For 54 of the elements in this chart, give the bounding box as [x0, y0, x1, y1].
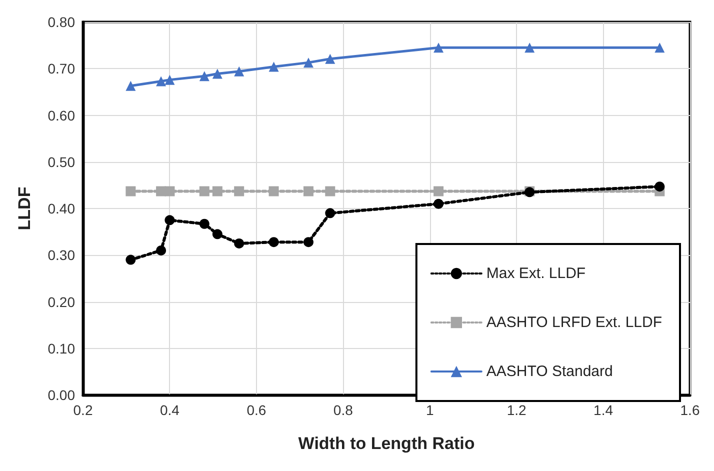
x-tick-label: 0.6: [246, 402, 266, 418]
x-tick-label: 1.6: [680, 402, 700, 418]
legend-label: AASHTO Standard: [486, 363, 613, 380]
point: [268, 62, 279, 72]
x-tick-label: 1.2: [506, 402, 527, 418]
x-tick-label: 1: [426, 402, 434, 418]
x-tick-label: 0.4: [160, 402, 180, 418]
point: [325, 186, 336, 196]
point: [126, 80, 136, 91]
point: [156, 245, 166, 256]
point: [303, 58, 314, 68]
x-tick-label: 1.4: [594, 402, 614, 418]
y-tick-label: 0.30: [48, 247, 76, 264]
y-tick-label: 0.10: [48, 340, 76, 356]
legend-label: Max Ext. LLDF: [486, 265, 586, 282]
point: [268, 237, 279, 248]
point: [234, 66, 244, 76]
y-tick-label: 0.40: [48, 200, 76, 216]
y-tick-label: 0.50: [48, 154, 76, 170]
point: [126, 186, 136, 196]
point: [325, 208, 336, 218]
point: [212, 229, 222, 240]
x-axis-title: Width to Length Ratio: [298, 434, 475, 453]
point: [654, 182, 665, 192]
y-tick-label: 0.00: [48, 387, 76, 403]
x-tick-label: 0.8: [333, 402, 354, 418]
point: [199, 71, 210, 82]
y-axis-title: LLDF: [15, 186, 34, 230]
point: [156, 76, 166, 86]
point: [199, 186, 210, 196]
point: [164, 215, 175, 226]
point: [212, 68, 222, 79]
point: [212, 186, 222, 196]
x-tick-label: 0.2: [73, 402, 93, 418]
point: [164, 186, 175, 196]
point: [434, 198, 444, 209]
point: [434, 42, 444, 53]
point: [303, 186, 314, 196]
point: [126, 254, 136, 265]
point: [434, 186, 444, 196]
point: [524, 42, 535, 53]
point: [234, 238, 244, 248]
y-tick-label: 0.20: [48, 294, 76, 310]
point: [654, 42, 665, 53]
point: [268, 186, 279, 196]
y-tick-label: 0.70: [48, 60, 76, 77]
y-tick-label: 0.80: [48, 14, 76, 30]
point: [234, 186, 244, 196]
legend-label: AASHTO LRFD Ext. LLDF: [486, 314, 662, 331]
y-tick-label: 0.60: [48, 107, 76, 124]
point: [325, 54, 336, 64]
point: [303, 237, 314, 248]
point: [199, 218, 210, 229]
point: [164, 74, 175, 85]
